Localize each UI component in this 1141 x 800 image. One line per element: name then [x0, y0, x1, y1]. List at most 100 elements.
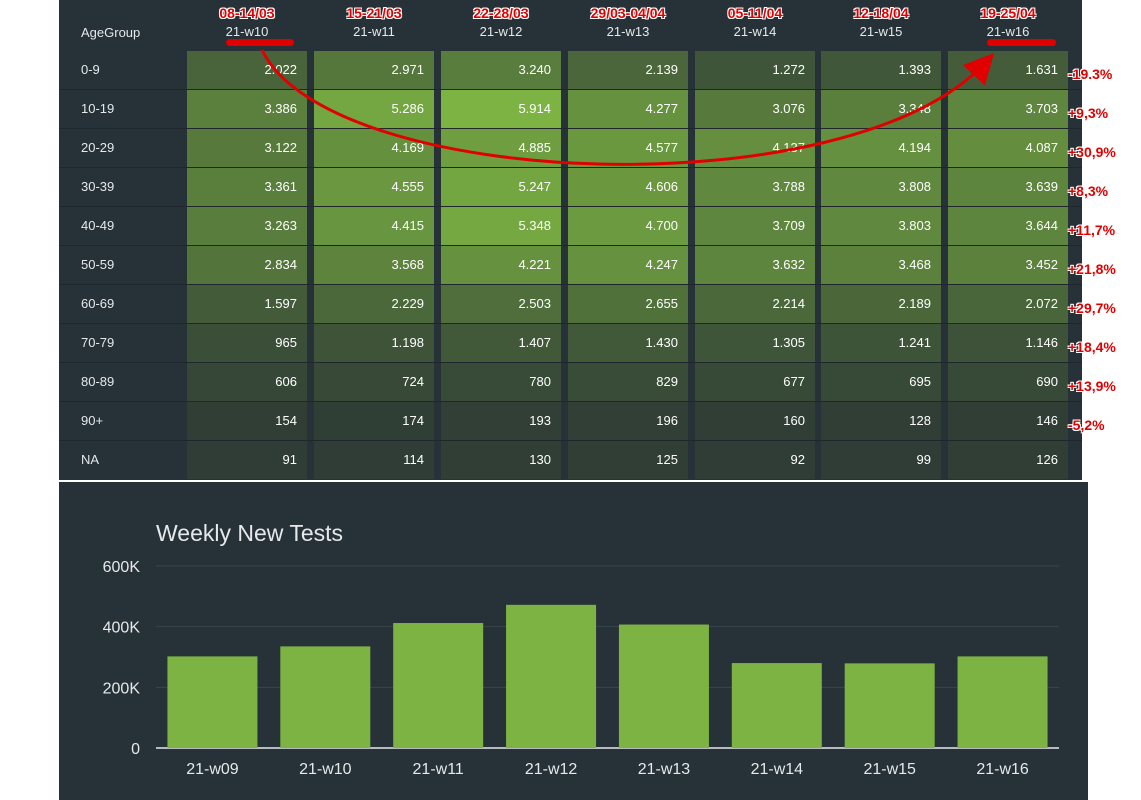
table-cell: 126: [948, 441, 1068, 479]
table-cell: 154: [187, 402, 307, 440]
table-cell: 4.606: [568, 168, 688, 206]
row-divider: [59, 401, 1082, 402]
table-cell: 2.971: [314, 51, 434, 89]
table-cell: 4.555: [314, 168, 434, 206]
column-header-21-w14: 21-w14: [733, 24, 777, 39]
table-cell: 3.361: [187, 168, 307, 206]
table-cell: 92: [695, 441, 815, 479]
table-cell: 3.639: [948, 168, 1068, 206]
table-cell: 5.348: [441, 207, 561, 245]
table-cell: 965: [187, 324, 307, 362]
row-label: NA: [81, 452, 100, 467]
date-range-annotation: 19-25/04: [980, 5, 1036, 21]
table-cell: 3.632: [695, 246, 815, 284]
date-range-annotation: 08-14/03: [219, 5, 275, 21]
x-tick-label: 21-w15: [863, 761, 916, 778]
bar-chart-plot: 0 200K 400K 600K 21-w09 21-w10 21-w11 21-w12 21-…: [103, 559, 1059, 778]
table-cell: 1.198: [314, 324, 434, 362]
table-cell: 780: [441, 363, 561, 401]
table-cell: 2.214: [695, 285, 815, 323]
row-divider: [59, 167, 1082, 168]
bar-21-w13: [618, 624, 709, 748]
date-range-annotation: 05-11/04: [727, 5, 783, 21]
table-cell: 1.597: [187, 285, 307, 323]
percent-change-annotation: -19.3%: [1068, 66, 1113, 82]
table-cell: 91: [187, 441, 307, 479]
row-label: 60-69: [81, 296, 115, 311]
table-cell: 4.194: [821, 129, 941, 167]
table-cell: 3.122: [187, 129, 307, 167]
y-tick-label: 600K: [103, 559, 141, 576]
percent-change-annotation: +21,8%: [1068, 261, 1116, 277]
date-range-annotation: 15-21/03: [346, 5, 402, 21]
percent-change-annotation: +8,3%: [1068, 183, 1109, 199]
row-divider: [59, 206, 1082, 207]
table-cell: 1.407: [441, 324, 561, 362]
table-cell: 3.788: [695, 168, 815, 206]
table-cell: 3.263: [187, 207, 307, 245]
table-cell: 1.241: [821, 324, 941, 362]
age-group-heatmap-table: AgeGroup 21-w10 21-w11 21-w12 21-w13 21-w14 2…: [59, 0, 1082, 480]
table-cell: 606: [187, 363, 307, 401]
table-cell: 2.072: [948, 285, 1068, 323]
table-cell: 2.189: [821, 285, 941, 323]
row-divider: [59, 89, 1082, 90]
x-tick-label: 21-w16: [976, 761, 1029, 778]
row-divider: [59, 284, 1082, 285]
percent-change-annotation: +13,9%: [1068, 378, 1116, 394]
column-header-21-w16: 21-w16: [986, 24, 1030, 39]
table-cell: 4.700: [568, 207, 688, 245]
table-cell: 3.076: [695, 90, 815, 128]
table-cell: 146: [948, 402, 1068, 440]
percent-change-annotation: +11,7%: [1068, 222, 1116, 238]
column-header-21-w12: 21-w12: [479, 24, 523, 39]
x-tick-label: 21-w11: [413, 761, 464, 778]
table-cell: 3.644: [948, 207, 1068, 245]
row-label: 70-79: [81, 335, 115, 350]
row-label: 20-29: [81, 140, 115, 155]
table-cell: 4.885: [441, 129, 561, 167]
row-divider: [59, 323, 1082, 324]
table-cell: 5.247: [441, 168, 561, 206]
table-cell: 125: [568, 441, 688, 479]
percent-change-annotation: +9,3%: [1068, 105, 1109, 121]
table-cell: 160: [695, 402, 815, 440]
table-cell: 724: [314, 363, 434, 401]
table-cell: 3.568: [314, 246, 434, 284]
date-range-annotation: 12-18/04: [853, 5, 909, 21]
table-cell: 4.169: [314, 129, 434, 167]
date-range-annotation: 22-28/03: [473, 5, 529, 21]
table-cell: 3.703: [948, 90, 1068, 128]
row-divider: [59, 440, 1082, 441]
y-tick-label: 0: [131, 741, 140, 758]
table-cell: 1.430: [568, 324, 688, 362]
table-cell: 3.348: [821, 90, 941, 128]
table-cell: 1.631: [948, 51, 1068, 89]
row-label: 0-9: [81, 62, 100, 77]
agegroup-column-header: AgeGroup: [81, 25, 141, 40]
x-tick-label: 21-w10: [299, 761, 352, 778]
table-cell: 5.286: [314, 90, 434, 128]
row-divider: [59, 128, 1082, 129]
table-cell: 114: [314, 441, 434, 479]
table-cell: 2.022: [187, 51, 307, 89]
table-cell: 1.272: [695, 51, 815, 89]
column-header-21-w15: 21-w15: [859, 24, 903, 39]
table-cell: 3.803: [821, 207, 941, 245]
column-header-21-w10: 21-w10: [225, 24, 269, 39]
row-divider: [59, 245, 1082, 246]
table-cell: 2.139: [568, 51, 688, 89]
x-tick-label: 21-w14: [751, 761, 804, 778]
table-cell: 2.229: [314, 285, 434, 323]
percent-change-annotation: +18,4%: [1068, 339, 1116, 355]
bar-21-w12: [506, 604, 597, 748]
weekly-new-tests-chart: Weekly New Tests 0 200K 400K 600K 21-w09 21-w…: [59, 482, 1088, 800]
bar-21-w10: [280, 646, 371, 748]
table-cell: 4.277: [568, 90, 688, 128]
table-cell: 4.137: [695, 129, 815, 167]
highlight-underline: [987, 39, 1056, 46]
table-cell: 677: [695, 363, 815, 401]
table-cell: 695: [821, 363, 941, 401]
date-range-annotation: 29/03-04/04: [590, 5, 666, 21]
table-cell: 4.087: [948, 129, 1068, 167]
